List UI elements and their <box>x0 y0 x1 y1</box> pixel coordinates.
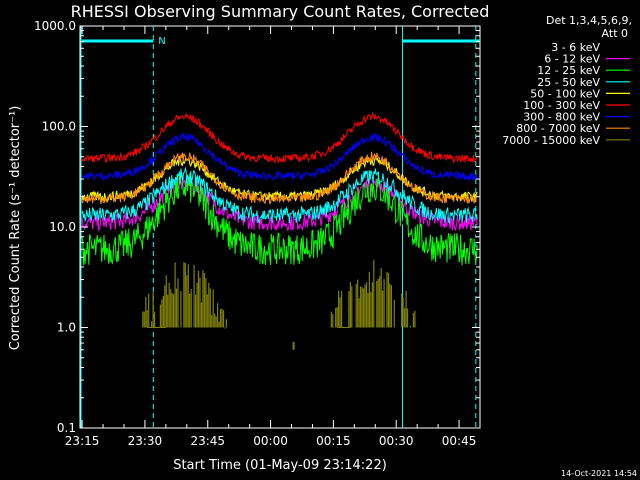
y-axis: 0.1 1.0 10.0 100.0 1000.0 <box>34 19 480 435</box>
series-line <box>81 111 478 165</box>
legend-label: 50 - 100 keV <box>530 87 600 100</box>
legend-label: 800 - 7000 keV <box>516 122 600 135</box>
legend-label: 300 - 800 keV <box>523 111 600 124</box>
generation-timestamp: 14-Oct-2021 14:54 <box>561 469 637 478</box>
x-tick-label: 23:15 <box>65 434 100 448</box>
x-tick-label: 23:30 <box>128 434 163 448</box>
legend-label: 3 - 6 keV <box>551 41 600 54</box>
series-line <box>81 154 478 203</box>
legend-label: 12 - 25 keV <box>537 64 600 77</box>
series-line <box>81 151 478 205</box>
series-line <box>81 172 478 266</box>
y-tick-label: 100.0 <box>42 120 76 134</box>
series-line <box>81 166 478 225</box>
saa-label: N <box>158 36 165 47</box>
x-tick-label: 00:00 <box>253 434 288 448</box>
x-tick-label: 00:15 <box>316 434 351 448</box>
legend-header-line-1: Det 1,3,4,5,6,9, <box>546 14 632 27</box>
x-axis: 23:15 23:30 23:45 00:00 00:15 00:30 00:45 <box>65 26 477 448</box>
legend-label: 7000 - 15000 keV <box>502 134 600 147</box>
series-line <box>81 186 478 243</box>
legend-label: 25 - 50 keV <box>537 76 600 89</box>
legend-label: 6 - 12 keV <box>544 53 600 66</box>
series-line <box>81 132 478 182</box>
y-tick-label: 10.0 <box>49 220 76 234</box>
chart-title: RHESSI Observing Summary Count Rates, Co… <box>71 2 490 21</box>
series-line <box>142 259 416 329</box>
y-tick-label: 1.0 <box>57 321 76 335</box>
legend-label: 100 - 300 keV <box>523 99 600 112</box>
series-layer <box>81 111 478 350</box>
x-tick-label: 00:45 <box>442 434 477 448</box>
x-tick-label: 00:30 <box>379 434 414 448</box>
y-tick-label: 0.1 <box>57 421 76 435</box>
y-tick-label: 1000.0 <box>34 19 76 33</box>
y-axis-label: Corrected Count Rate (s⁻¹ detector⁻¹) <box>8 106 23 351</box>
x-tick-label: 23:45 <box>190 434 225 448</box>
x-axis-label: Start Time (01-May-09 23:14:22) <box>173 458 387 473</box>
legend-header-line-2: Att 0 <box>602 27 628 40</box>
